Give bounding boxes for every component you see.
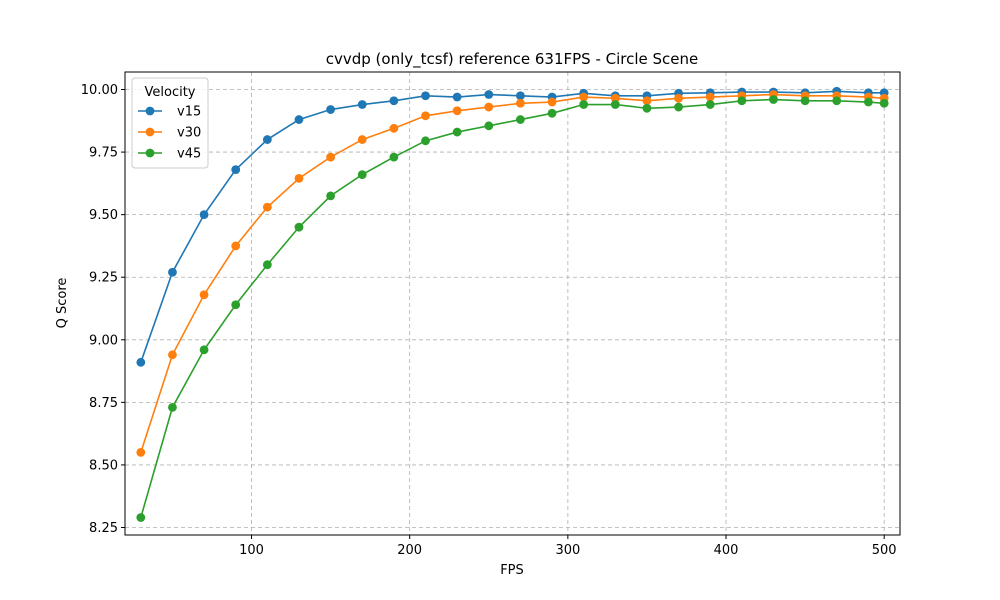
data-point-v45 (357, 170, 367, 180)
data-point-v30 (199, 290, 209, 300)
data-point-v45 (800, 96, 810, 106)
legend-swatch-marker (145, 106, 155, 116)
data-point-v30 (357, 135, 367, 144)
legend-label: v45 (177, 147, 201, 162)
data-point-v15 (326, 105, 336, 114)
data-point-v30 (484, 102, 494, 112)
data-point-v30 (389, 123, 399, 133)
legend-title: Velocity (145, 85, 196, 100)
x-tick-label: 100 (239, 543, 264, 558)
data-point-v30 (579, 92, 589, 102)
data-point-v45 (705, 100, 715, 109)
x-tick-label: 300 (555, 543, 580, 558)
data-point-v45 (421, 136, 430, 146)
data-point-v30 (421, 111, 430, 121)
chart-title: cvvdp (only_tcsf) reference 631FPS - Cir… (326, 50, 699, 69)
data-point-v45 (168, 402, 177, 412)
data-point-v45 (642, 103, 652, 113)
data-point-v45 (326, 191, 336, 201)
data-point-v45 (484, 121, 494, 131)
data-point-v45 (294, 222, 304, 232)
data-point-v15 (357, 100, 367, 109)
x-axis-label: FPS (500, 563, 524, 578)
data-point-v45 (737, 96, 747, 106)
y-tick-label: 8.25 (89, 521, 118, 536)
data-point-v15 (421, 91, 430, 101)
series-v30 (136, 90, 889, 457)
data-point-v30 (642, 96, 652, 106)
y-tick-label: 9.25 (89, 271, 118, 286)
data-point-v15 (294, 115, 304, 124)
data-point-v30 (516, 98, 525, 108)
data-point-v30 (547, 97, 557, 107)
data-point-v45 (674, 102, 683, 112)
data-point-v45 (199, 345, 209, 355)
data-point-v45 (136, 513, 146, 522)
data-point-v15 (452, 92, 462, 102)
data-point-v45 (547, 108, 557, 118)
legend-item-v15: v15 (138, 105, 201, 120)
data-point-v45 (863, 97, 873, 107)
data-point-v45 (262, 260, 272, 270)
data-point-v30 (231, 241, 241, 251)
series-line-v30 (140, 93, 885, 453)
data-point-v15 (199, 210, 209, 220)
y-tick-label: 9.75 (89, 146, 118, 161)
data-point-v45 (832, 96, 842, 106)
x-axis: 100 200 300 400 500 (239, 535, 897, 558)
data-point-v45 (879, 98, 889, 108)
data-point-v45 (610, 100, 620, 109)
data-point-v30 (326, 152, 336, 162)
series-v15 (136, 86, 889, 367)
data-point-v30 (294, 173, 304, 183)
y-tick-label: 10.00 (81, 83, 118, 98)
data-point-v30 (705, 92, 715, 102)
y-tick-label: 8.50 (89, 458, 118, 473)
y-axis-label: Q Score (55, 278, 70, 329)
data-point-v45 (452, 127, 462, 137)
x-tick-label: 400 (714, 543, 739, 558)
data-point-v30 (168, 350, 177, 360)
y-tick-label: 9.00 (89, 333, 118, 348)
series-line-v45 (140, 98, 885, 518)
y-tick-label: 8.75 (89, 396, 118, 411)
data-point-v15 (262, 135, 272, 144)
legend-items: v15 v30 v45 (138, 105, 201, 162)
data-point-v45 (231, 300, 241, 310)
plot-frame (124, 71, 901, 536)
legend-item-v45: v45 (138, 147, 201, 162)
data-point-v45 (769, 95, 778, 104)
data-point-v15 (484, 90, 494, 99)
data-point-v30 (136, 448, 146, 457)
x-tick-label: 500 (872, 543, 897, 558)
y-tick-label: 9.50 (89, 208, 118, 223)
data-point-v30 (610, 93, 620, 103)
data-point-v30 (452, 106, 462, 116)
data-point-v30 (674, 93, 683, 103)
data-point-v45 (516, 115, 525, 124)
legend-label: v15 (177, 105, 201, 120)
data-point-v15 (168, 267, 177, 277)
data-point-v15 (231, 165, 241, 175)
data-point-v30 (262, 202, 272, 212)
data-point-v15 (516, 91, 525, 101)
legend: Velocity v15 v30 v45 (131, 77, 209, 169)
legend-label: v30 (177, 126, 201, 141)
data-point-v45 (579, 100, 589, 109)
series-v45 (136, 95, 889, 522)
grid-lines (125, 72, 900, 535)
legend-swatch-marker (145, 148, 155, 158)
data-point-v45 (389, 152, 399, 162)
data-point-v15 (389, 96, 399, 106)
x-tick-label: 200 (397, 543, 422, 558)
legend-item-v30: v30 (138, 126, 201, 141)
y-axis: 8.25 8.50 8.75 9.00 9.25 9.50 9.75 10.00 (81, 83, 125, 536)
data-point-v15 (136, 357, 146, 367)
legend-box (131, 77, 209, 169)
series-layer (136, 86, 889, 522)
legend-swatch-marker (145, 127, 155, 137)
